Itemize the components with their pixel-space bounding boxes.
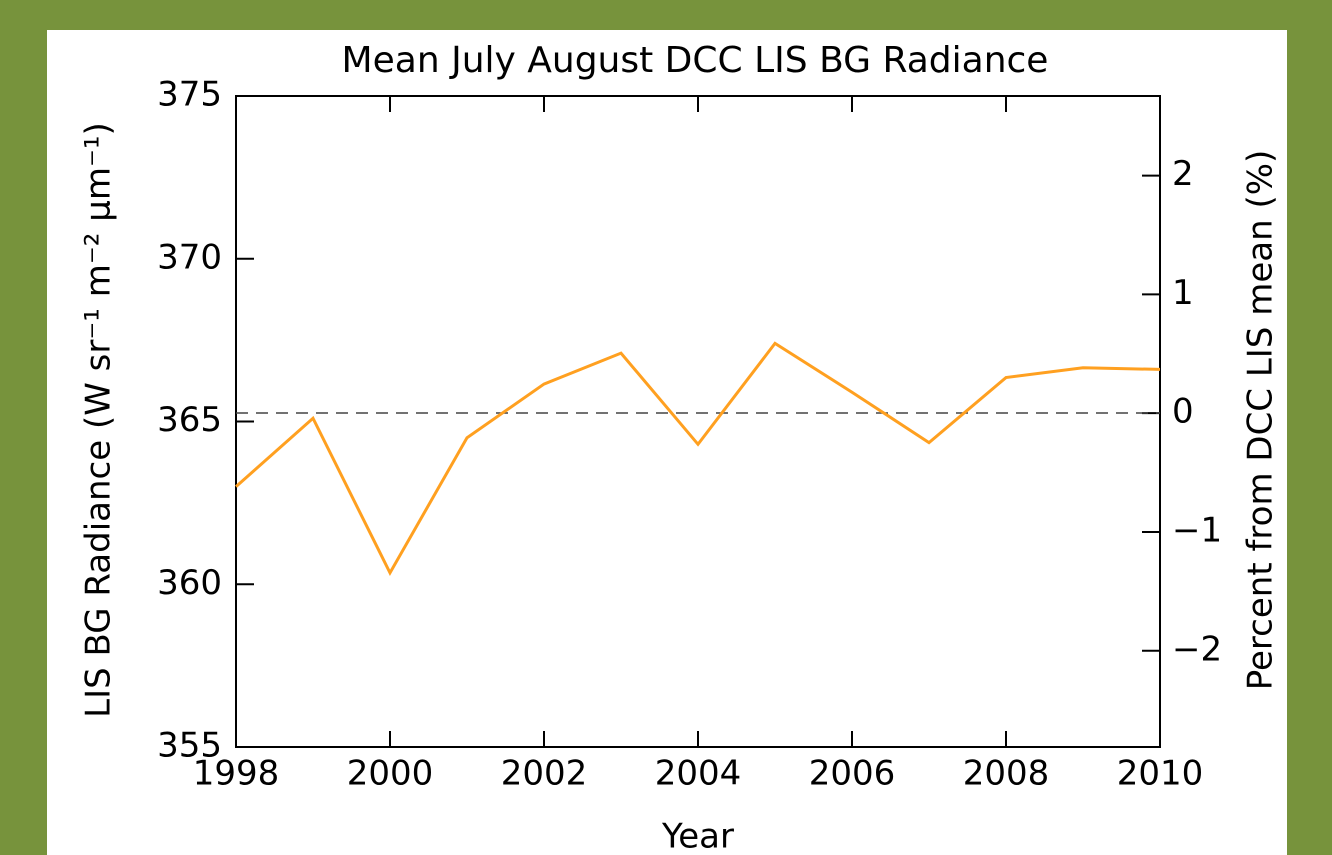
chart-title: Mean July August DCC LIS BG Radiance	[342, 40, 1049, 81]
x-tick-label: 2004	[655, 754, 742, 794]
y-tick-label: 370	[157, 237, 222, 277]
data-line	[235, 341, 1161, 577]
y2-tick-label: 0	[1172, 392, 1194, 432]
y-tick-label: 365	[157, 400, 222, 440]
x-tick-label: 2010	[1117, 754, 1204, 794]
y-axis-label: LIS BG Radiance (W sr⁻¹ m⁻² μm⁻¹)	[79, 122, 119, 718]
x-tick-label: 2002	[501, 754, 588, 794]
y-tick-label: 375	[157, 75, 222, 115]
y2-tick-label: −2	[1172, 629, 1222, 669]
y2-axis-label: Percent from DCC LIS mean (%)	[1241, 150, 1281, 691]
x-tick-label: 2008	[963, 754, 1050, 794]
y2-tick-label: 2	[1172, 154, 1194, 194]
x-tick-label: 2000	[347, 754, 434, 794]
x-tick-label: 2006	[809, 754, 896, 794]
x-tick-label: 1998	[193, 754, 280, 794]
y2-tick-label: −1	[1172, 510, 1222, 550]
x-axis-label: Year	[661, 817, 734, 855]
panel	[47, 30, 1287, 855]
y-tick-label: 355	[157, 726, 222, 766]
y2-tick-label: 1	[1172, 273, 1194, 313]
y-tick-label: 360	[157, 563, 222, 603]
